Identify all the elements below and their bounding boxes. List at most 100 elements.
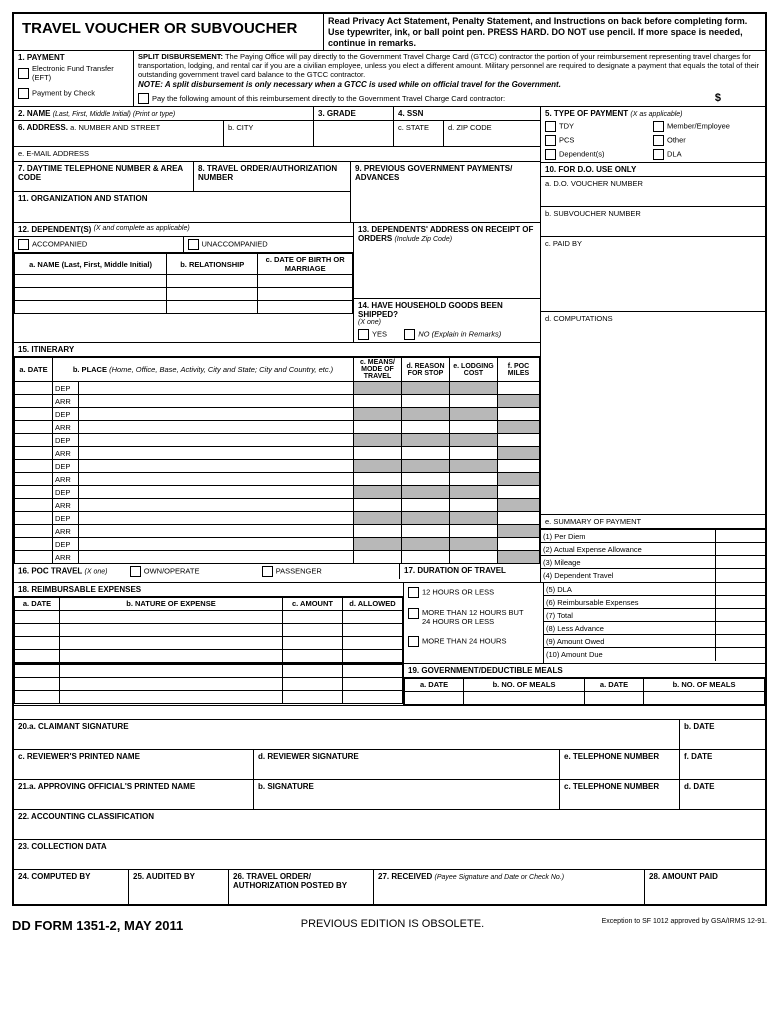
no-label: NO (Explain in Remarks): [418, 330, 501, 339]
dur24-checkbox[interactable]: [408, 608, 419, 619]
dla-checkbox[interactable]: [653, 149, 664, 160]
addr-state: c. STATE: [394, 121, 444, 146]
addr-a: a. NUMBER AND STREET: [70, 123, 160, 132]
payment-label: 1. PAYMENT: [18, 53, 129, 62]
collection-label: 23. COLLECTION DATA: [14, 840, 765, 869]
amountpaid-label: 28. AMOUNT PAID: [645, 870, 765, 904]
poc-hint: (X one): [85, 569, 108, 576]
itin-means: c. MEANS/ MODE OF TRAVEL: [354, 358, 402, 382]
claimant-date: b. DATE: [680, 720, 765, 749]
summary-table: (1) Per Diem (2) Actual Expense Allowanc…: [541, 529, 765, 582]
name-hint: (Last, First, Middle Initial) (Print or …: [53, 111, 176, 118]
received-label: 27. RECEIVED: [378, 872, 432, 881]
itin-poc: f. POC MILES: [498, 358, 540, 382]
addr-zip: d. ZIP CODE: [444, 121, 540, 146]
prevpay-label: 9. PREVIOUS GOVERNMENT PAYMENTS/ ADVANCE…: [350, 162, 540, 222]
reviewer-name: c. REVIEWER'S PRINTED NAME: [14, 750, 254, 779]
approving-phone: c. TELEPHONE NUMBER: [560, 780, 680, 809]
own-label: OWN/OPERATE: [144, 567, 200, 576]
check-label: Payment by Check: [32, 89, 95, 98]
dep-col-rel: b. RELATIONSHIP: [167, 254, 258, 275]
pass-checkbox[interactable]: [262, 566, 273, 577]
ssn-label: 4. SSN: [394, 107, 540, 120]
dep-hint: (X and complete as applicable): [94, 225, 190, 234]
form-instructions: Read Privacy Act Statement, Penalty Stat…: [324, 14, 765, 50]
reviewer-date: f. DATE: [680, 750, 765, 779]
approving-name: 21.a. APPROVING OFFICIAL'S PRINTED NAME: [14, 780, 254, 809]
itinerary-label: 15. ITINERARY: [18, 345, 74, 354]
no-checkbox[interactable]: [404, 329, 415, 340]
other-checkbox[interactable]: [653, 135, 664, 146]
meals-label: 19. GOVERNMENT/DEDUCTIBLE MEALS: [404, 664, 765, 678]
addr-city: b. CITY: [224, 121, 314, 146]
dollar-sign: $: [715, 92, 721, 104]
reviewer-sig: d. REVIEWER SIGNATURE: [254, 750, 560, 779]
summary-table-2: (5) DLA (6) Reimbursable Expenses (7) To…: [544, 583, 765, 661]
household-hint: (X one): [358, 319, 536, 326]
household-label: 14. HAVE HOUSEHOLD GOODS BEEN SHIPPED?: [358, 301, 503, 319]
obsolete-notice: PREVIOUS EDITION IS OBSOLETE.: [301, 918, 484, 933]
received-hint: (Payee Signature and Date or Check No.): [434, 874, 564, 881]
itinerary-table: a. DATE b. PLACE (Home, Office, Base, Ac…: [14, 357, 540, 564]
itin-date: a. DATE: [15, 358, 53, 382]
type-pay-hint: (X as applicable): [630, 111, 682, 118]
org-label: 11. ORGANIZATION AND STATION: [14, 192, 350, 222]
yes-checkbox[interactable]: [358, 329, 369, 340]
pcs-checkbox[interactable]: [545, 135, 556, 146]
pass-label: PASSENGER: [276, 567, 322, 576]
unacc-checkbox[interactable]: [188, 239, 199, 250]
check-checkbox[interactable]: [18, 88, 29, 99]
reviewer-phone: e. TELEPHONE NUMBER: [560, 750, 680, 779]
claimant-sig: 20.a. CLAIMANT SIGNATURE: [14, 720, 680, 749]
payfollowing-label: Pay the following amount of this reimbur…: [152, 94, 695, 103]
split-text: The Paying Office will pay directly to t…: [138, 52, 759, 78]
reimb-table-2: [14, 664, 403, 704]
computed-label: 24. COMPUTED BY: [14, 870, 129, 904]
dur12-checkbox[interactable]: [408, 587, 419, 598]
form-number: DD FORM 1351-2, MAY 2011: [12, 918, 183, 933]
reimb-table: a. DATEb. NATURE OF EXPENSEc. AMOUNTd. A…: [14, 597, 403, 663]
summary-label: e. SUMMARY OF PAYMENT: [541, 515, 765, 529]
approving-sig: b. SIGNATURE: [254, 780, 560, 809]
itin-place: b. PLACE (Home, Office, Base, Activity, …: [53, 358, 354, 382]
acc-label: ACCOMPANIED: [32, 240, 87, 249]
type-pay-label: 5. TYPE OF PAYMENT: [545, 109, 628, 118]
travelorder-label: 8. TRAVEL ORDER/AUTHORIZATION NUMBER: [194, 162, 350, 191]
subvoucher-label: b. SUBVOUCHER NUMBER: [541, 207, 765, 237]
audited-label: 25. AUDITED BY: [129, 870, 229, 904]
paidby-label: c. PAID BY: [541, 237, 765, 312]
durmore-checkbox[interactable]: [408, 636, 419, 647]
yes-label: YES: [372, 330, 387, 339]
dependents-table: a. NAME (Last, First, Middle Initial) b.…: [14, 253, 353, 314]
payfollowing-checkbox[interactable]: [138, 93, 149, 104]
split-note: NOTE: A split disbursement is only neces…: [138, 80, 761, 89]
eft-checkbox[interactable]: [18, 68, 29, 79]
computations-label: d. COMPUTATIONS: [541, 312, 765, 515]
eft-label: Electronic Fund Transfer (EFT): [32, 64, 117, 82]
douse-label: 10. FOR D.O. USE ONLY: [541, 163, 765, 177]
dep-label: 12. DEPENDENT(S): [18, 225, 91, 234]
poc-label: 16. POC TRAVEL: [18, 567, 82, 576]
dovoucher-label: a. D.O. VOUCHER NUMBER: [541, 177, 765, 207]
phone-label: 7. DAYTIME TELEPHONE NUMBER & AREA CODE: [14, 162, 194, 191]
dep-col-name: a. NAME (Last, First, Middle Initial): [15, 254, 167, 275]
meals-table: a. DATEb. NO. OF MEALSa. DATEb. NO. OF M…: [404, 678, 765, 705]
unacc-label: UNACCOMPANIED: [202, 240, 268, 249]
travel-voucher-form: TRAVEL VOUCHER OR SUBVOUCHER Read Privac…: [12, 12, 767, 906]
duration-label: 17. DURATION OF TRAVEL: [400, 564, 540, 579]
member-checkbox[interactable]: [653, 121, 664, 132]
reimb-label: 18. REIMBURSABLE EXPENSES: [14, 583, 403, 597]
grade-label: 3. GRADE: [314, 107, 394, 120]
approving-date: d. DATE: [680, 780, 765, 809]
tdy-checkbox[interactable]: [545, 121, 556, 132]
accounting-label: 22. ACCOUNTING CLASSIFICATION: [14, 810, 765, 839]
addr-label: 6. ADDRESS.: [18, 123, 68, 132]
own-checkbox[interactable]: [130, 566, 141, 577]
itin-lodging: e. LODGING COST: [450, 358, 498, 382]
posted-label: 26. TRAVEL ORDER/ AUTHORIZATION POSTED B…: [229, 870, 374, 904]
exception-notice: Exception to SF 1012 approved by GSA/IRM…: [602, 918, 767, 933]
acc-checkbox[interactable]: [18, 239, 29, 250]
form-title: TRAVEL VOUCHER OR SUBVOUCHER: [14, 14, 324, 50]
depend-checkbox[interactable]: [545, 149, 556, 160]
itin-reason: d. REASON FOR STOP: [402, 358, 450, 382]
